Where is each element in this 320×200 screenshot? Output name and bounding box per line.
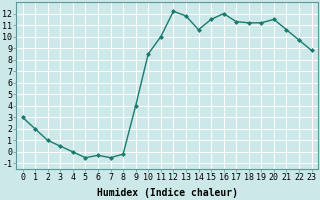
X-axis label: Humidex (Indice chaleur): Humidex (Indice chaleur) [97,188,237,198]
